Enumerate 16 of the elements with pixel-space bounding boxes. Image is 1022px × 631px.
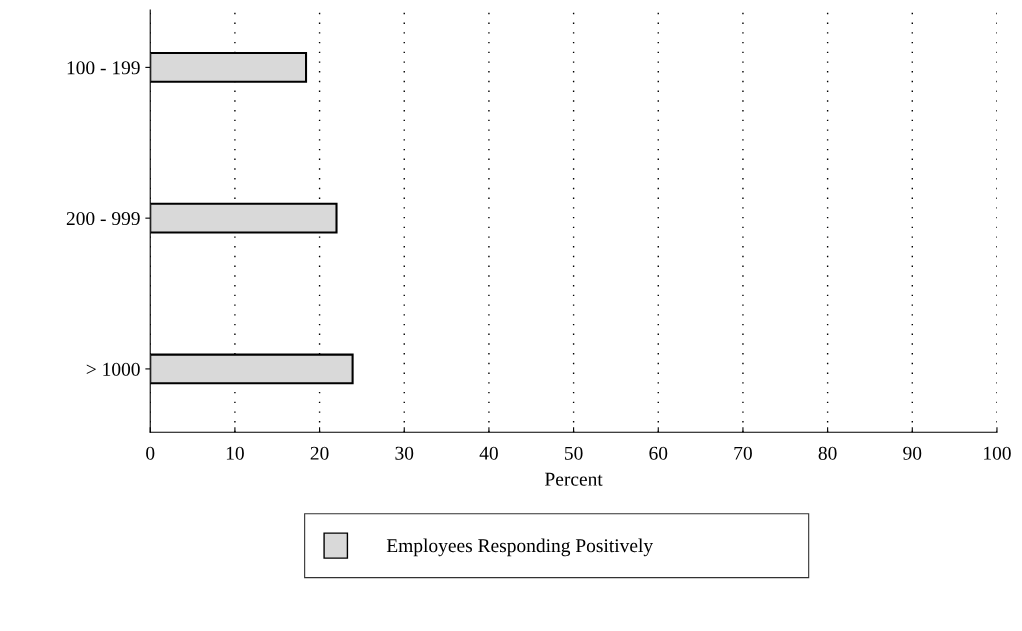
x-tick-label: 30 (395, 446, 414, 460)
x-tick-label: 0 (146, 446, 155, 460)
x-tick-label: 90 (903, 446, 922, 460)
x-tick-label: 20 (310, 446, 329, 460)
x-tick-label: 70 (734, 446, 752, 460)
legend-label: Employees Responding Positively (386, 538, 654, 557)
y-tick-label: 100 - 199 (67, 61, 140, 75)
x-tick-label: 100 (984, 446, 1011, 460)
x-axis-title: Percent (545, 472, 603, 486)
y-tick-label: 200 - 999 (66, 211, 140, 226)
x-tick-label: 50 (565, 446, 583, 460)
y-tick-label: > 1000 (86, 362, 140, 376)
x-tick-label: 10 (226, 446, 244, 460)
x-tick-label: 60 (649, 446, 668, 460)
x-tick-label: 80 (818, 446, 837, 460)
x-tick-label: 40 (479, 446, 498, 460)
